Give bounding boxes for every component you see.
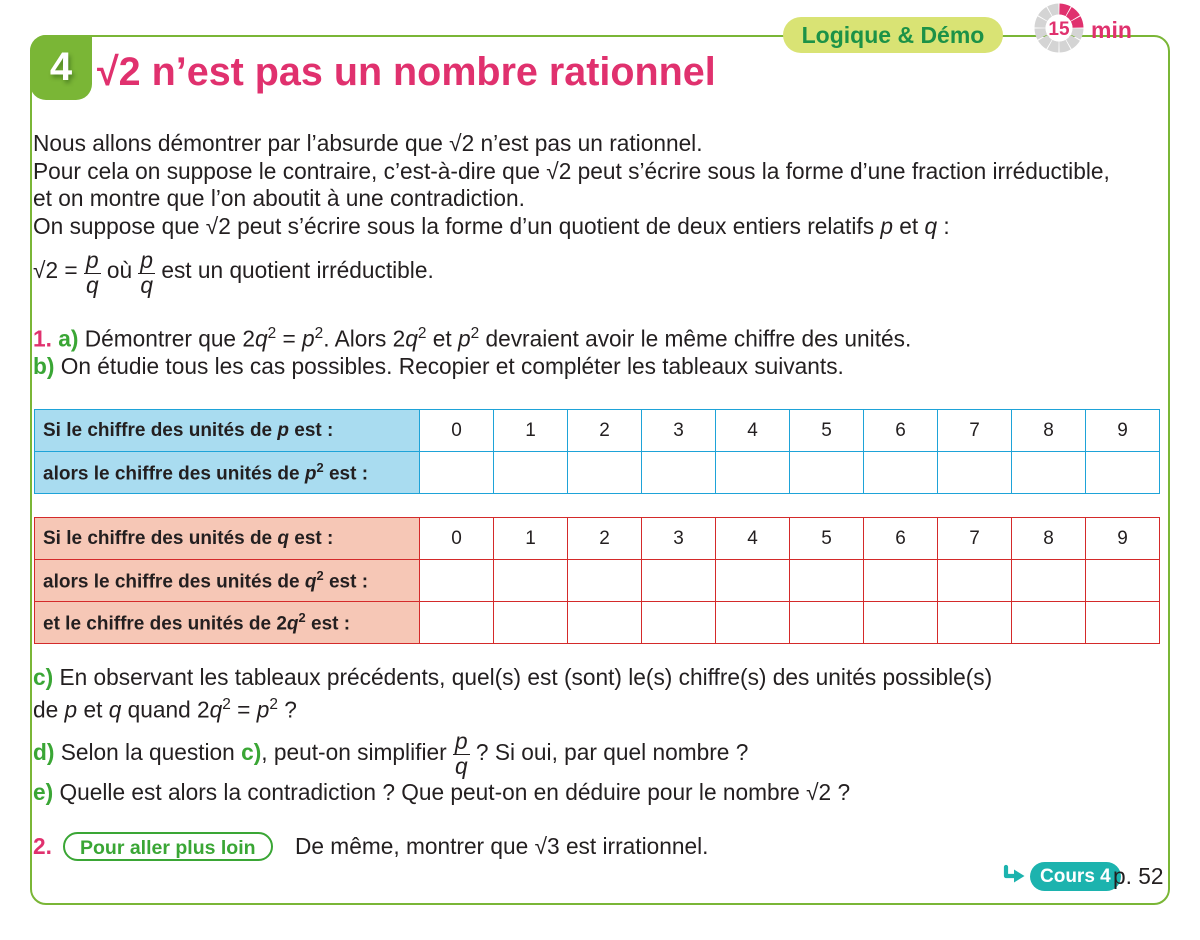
- svg-text:15: 15: [1048, 19, 1070, 40]
